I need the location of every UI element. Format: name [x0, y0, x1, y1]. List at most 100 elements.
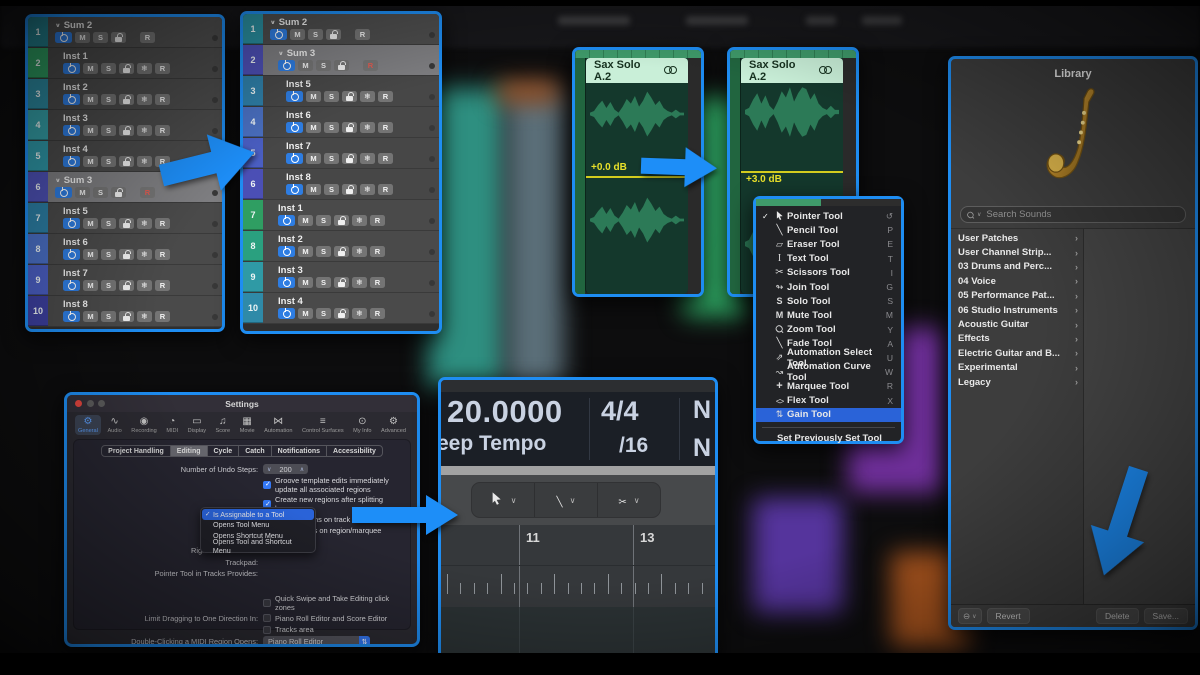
track-row-inst-8[interactable]: 10 Inst 8 M S ❄ R: [28, 296, 222, 327]
solo-button[interactable]: S: [324, 184, 339, 195]
mute-button[interactable]: M: [298, 60, 313, 71]
record-enable-button[interactable]: R: [155, 63, 170, 74]
mute-button[interactable]: M: [83, 63, 98, 74]
power-button[interactable]: [286, 153, 303, 164]
mute-button[interactable]: M: [298, 246, 313, 257]
record-enable-button[interactable]: R: [370, 215, 385, 226]
disclosure-chevron-icon[interactable]: ∨: [55, 22, 61, 29]
lock-button[interactable]: [326, 29, 341, 40]
track-header[interactable]: Inst 7 M S ❄ R: [48, 265, 222, 295]
region-header[interactable]: Sax Solo A.2: [586, 58, 688, 83]
track-number[interactable]: 8: [243, 231, 263, 261]
mute-button[interactable]: M: [83, 280, 98, 291]
track-header[interactable]: Inst 1 M S ❄ R: [263, 200, 439, 230]
mute-button[interactable]: M: [298, 308, 313, 319]
power-button[interactable]: [63, 63, 80, 74]
record-enable-button[interactable]: R: [370, 277, 385, 288]
mute-button[interactable]: M: [83, 249, 98, 260]
power-button[interactable]: [278, 60, 295, 71]
menu-item-opens-tool-menu[interactable]: Opens Tool Menu: [202, 520, 314, 531]
track-number[interactable]: 7: [243, 200, 263, 230]
tempo-mode[interactable]: eep Tempo: [438, 432, 547, 455]
lock-button[interactable]: [334, 215, 349, 226]
solo-button[interactable]: S: [101, 218, 116, 229]
track-number[interactable]: 2: [243, 45, 263, 75]
track-header[interactable]: Inst 2 M S ❄ R: [263, 231, 439, 261]
record-enable-button[interactable]: R: [378, 184, 393, 195]
quick-swipe-checkbox[interactable]: [263, 598, 271, 607]
menu-item-is-assignable[interactable]: ✓ Is Assignable to a Tool: [202, 509, 314, 520]
record-enable-button[interactable]: R: [378, 153, 393, 164]
solo-button[interactable]: S: [101, 63, 116, 74]
mute-button[interactable]: M: [75, 32, 90, 43]
track-row-inst-3[interactable]: 9 Inst 3 M S ❄ R: [243, 262, 439, 293]
mute-button[interactable]: M: [83, 311, 98, 322]
track-row-inst-1[interactable]: 7 Inst 1 M S ❄ R: [243, 200, 439, 231]
menu-item-zoom-tool[interactable]: Ϙ Zoom Tool Y: [756, 323, 901, 337]
track-number[interactable]: 5: [28, 141, 48, 171]
record-enable-button[interactable]: R: [370, 308, 385, 319]
tab-accessibility[interactable]: Accessibility: [333, 447, 376, 455]
power-button[interactable]: [63, 94, 80, 105]
library-category-06-studio-instruments[interactable]: 06 Studio Instruments ›: [951, 303, 1083, 317]
track-header[interactable]: Inst 6 M S ❄ R: [48, 234, 222, 264]
search-input[interactable]: [984, 208, 1179, 221]
tab-project-handling[interactable]: Project Handling: [102, 446, 171, 456]
solo-button[interactable]: S: [93, 187, 108, 198]
library-category-experimental[interactable]: Experimental ›: [951, 361, 1083, 375]
track-number[interactable]: 2: [28, 48, 48, 78]
lock-button[interactable]: [334, 60, 349, 71]
mute-button[interactable]: M: [83, 94, 98, 105]
track-number[interactable]: 3: [243, 76, 263, 106]
power-button[interactable]: [63, 125, 80, 136]
settings-tab-midi[interactable]: ◔ MIDI: [163, 415, 181, 435]
track-header[interactable]: Inst 4 M S ❄ R: [263, 293, 439, 323]
mute-button[interactable]: M: [306, 184, 321, 195]
track-number[interactable]: 1: [28, 17, 48, 47]
track-number[interactable]: 9: [28, 265, 48, 295]
settings-tab-recording[interactable]: ◉ Recording: [128, 415, 160, 435]
menu-item-marquee-tool[interactable]: + Marquee Tool R: [756, 379, 901, 393]
freeze-button[interactable]: ❄: [360, 184, 375, 195]
power-button[interactable]: [286, 184, 303, 195]
solo-button[interactable]: S: [324, 122, 339, 133]
lock-button[interactable]: [334, 246, 349, 257]
division[interactable]: /16: [619, 434, 649, 457]
library-category-acoustic-guitar[interactable]: Acoustic Guitar ›: [951, 317, 1083, 331]
solo-button[interactable]: S: [101, 94, 116, 105]
library-category-03-drums-and-perc-[interactable]: 03 Drums and Perc... ›: [951, 260, 1083, 274]
mute-button[interactable]: M: [83, 218, 98, 229]
midi-region-opens-popup[interactable]: Piano Roll Editor ⇅: [263, 636, 370, 644]
record-enable-button[interactable]: R: [155, 218, 170, 229]
lock-button[interactable]: [119, 156, 134, 167]
track-number[interactable]: 1: [243, 14, 263, 44]
settings-tab-automation[interactable]: ⋈ Automation: [261, 415, 295, 435]
mute-button[interactable]: M: [306, 91, 321, 102]
lcd-display[interactable]: 20.0000 eep Tempo 4/4 /16 N N: [441, 392, 715, 466]
disclosure-chevron-icon[interactable]: ∨: [278, 50, 284, 57]
tool-button-scissors-tool-icon[interactable]: ✂ ∨: [598, 483, 660, 517]
freeze-button[interactable]: ❄: [137, 125, 152, 136]
settings-tab-general[interactable]: ⚙ General: [75, 415, 101, 435]
track-number[interactable]: 9: [243, 262, 263, 292]
power-button[interactable]: [55, 32, 72, 43]
freeze-button[interactable]: ❄: [360, 122, 375, 133]
track-header[interactable]: Inst 5 M S ❄ R: [263, 76, 439, 106]
track-row-inst-2[interactable]: 8 Inst 2 M S ❄ R: [243, 231, 439, 262]
track-row-inst-6[interactable]: 4 Inst 6 M S ❄ R: [243, 107, 439, 138]
track-row-inst-5[interactable]: 3 Inst 5 M S ❄ R: [243, 76, 439, 107]
track-number[interactable]: 10: [28, 296, 48, 326]
track-row-inst-8[interactable]: 6 Inst 8 M S ❄ R: [243, 169, 439, 200]
solo-button[interactable]: S: [101, 156, 116, 167]
lock-button[interactable]: [342, 91, 357, 102]
disclosure-chevron-icon[interactable]: ∨: [270, 19, 276, 26]
settings-tab-movie[interactable]: ▦ Movie: [237, 415, 258, 435]
freeze-button[interactable]: ❄: [360, 153, 375, 164]
power-button[interactable]: [63, 311, 80, 322]
mute-button[interactable]: M: [298, 215, 313, 226]
chevron-down-icon[interactable]: ∨: [267, 466, 272, 473]
solo-button[interactable]: S: [316, 60, 331, 71]
tracks-area-checkbox[interactable]: [263, 625, 271, 634]
library-category-user-patches[interactable]: User Patches ›: [951, 231, 1083, 245]
